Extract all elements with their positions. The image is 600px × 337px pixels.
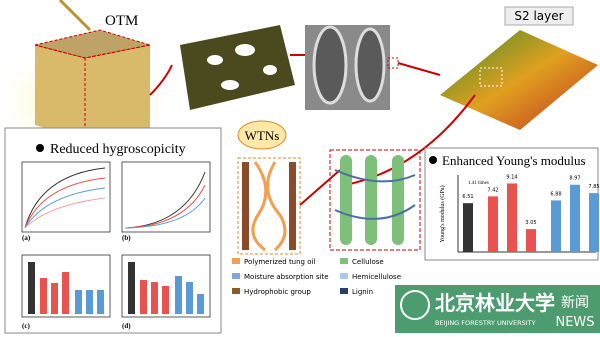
arrow: [149, 64, 173, 96]
tweezers: [58, 0, 92, 32]
wood-cube: [35, 30, 150, 140]
value-label: 7.85: [588, 184, 599, 190]
fibrils: [334, 155, 416, 245]
legend-label: Cellulose: [352, 258, 384, 266]
logo-chinese: 北京林业大学: [435, 291, 555, 315]
subplot-label: (c): [22, 322, 30, 330]
value-label: 9.14: [506, 174, 517, 180]
panel-title: Enhanced Young's modulus: [442, 153, 586, 168]
legend-swatch: [232, 288, 240, 294]
bar: [551, 200, 561, 252]
arrow: [344, 94, 476, 186]
cube-top: [34, 29, 151, 59]
cell-wall: [242, 162, 249, 250]
otm-label: OTM: [105, 13, 138, 29]
legend-label: Lignin: [352, 288, 373, 296]
legend-label: Polymerized tung oil: [244, 258, 315, 266]
sorption-curves: [24, 167, 206, 229]
subplot-label: (d): [122, 322, 131, 330]
tung-oil-chains: [251, 161, 287, 252]
s2-label: S2 layer: [514, 9, 563, 23]
wtns-bubble: [237, 120, 287, 150]
legend-swatch: [340, 273, 348, 279]
annotation: 1.41 times: [468, 181, 489, 186]
network-holes: [207, 44, 277, 90]
legend-label: Moisture absorption site: [244, 273, 329, 281]
bar: [526, 229, 536, 252]
legend-swatch: [340, 258, 348, 264]
mini-bars: [28, 262, 204, 314]
arrow: [299, 169, 341, 206]
news-cn: 新闻: [561, 295, 589, 311]
s2-surface: [440, 30, 598, 130]
legend-swatch: [232, 258, 240, 264]
fiber-box: [329, 149, 421, 251]
subplot-label: (b): [122, 234, 131, 242]
value-label: 6.51: [462, 194, 473, 200]
bar: [507, 183, 517, 252]
cell-wall: [289, 162, 296, 250]
y-axis-label: Young's modulus (GPa): [439, 185, 446, 242]
value-label: 7.42: [487, 187, 498, 193]
network-image: [180, 25, 295, 110]
value-label: 8.97: [569, 176, 580, 182]
news-en: NEWS: [555, 315, 594, 330]
legend-swatch: [232, 273, 240, 279]
bullet: [36, 144, 44, 152]
sem-cell: [354, 27, 386, 103]
value-label: 6.88: [550, 191, 561, 197]
plot-frames: [21, 161, 211, 318]
bullet: [429, 156, 437, 164]
subplot-label: (a): [22, 234, 31, 242]
bar: [589, 193, 599, 252]
logo-english: BEIJING FORESTRY UNIVERSITY: [435, 319, 536, 327]
bar: [463, 203, 473, 252]
bar: [570, 184, 580, 252]
s2-label-box: [504, 6, 574, 26]
legend-swatch: [340, 288, 348, 294]
arrow: [397, 62, 441, 76]
sem-cell: [312, 25, 348, 105]
panel-title: Reduced hygroscopicity: [50, 142, 186, 157]
legend-label: Hemicellulose: [352, 273, 401, 281]
bar: [488, 196, 498, 252]
value-label: 3.05: [525, 220, 536, 226]
legend-label: Hydrophobic group: [244, 288, 311, 296]
logo-emblem: [400, 290, 430, 320]
wtns-title: WTNs: [245, 128, 280, 143]
zoom-box: [387, 57, 399, 69]
